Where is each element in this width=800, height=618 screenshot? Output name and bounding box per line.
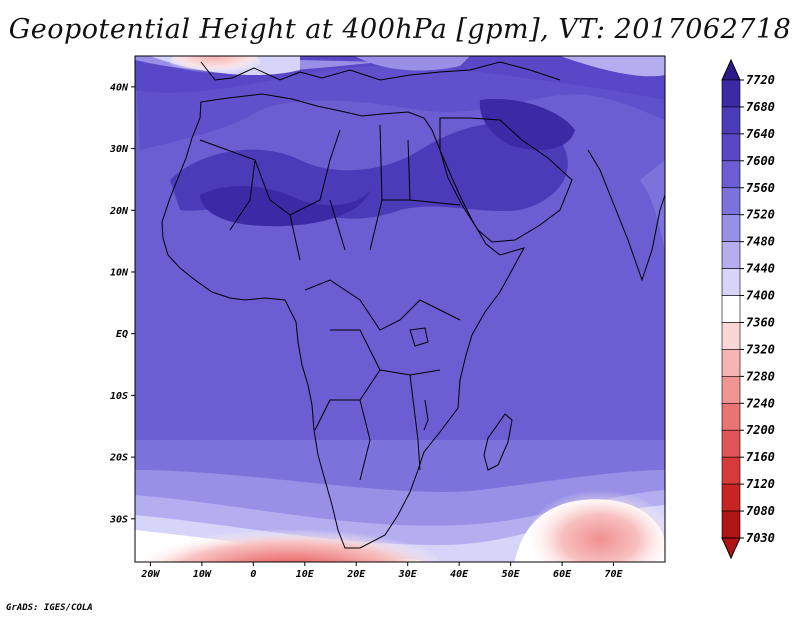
- credit-text: GrADS: IGES/COLA: [6, 603, 93, 613]
- colorbar-label: 7720: [746, 73, 775, 87]
- x-tick-label: 50E: [502, 569, 521, 580]
- y-tick-label: 30N: [109, 144, 129, 155]
- colorbar-label: 7280: [746, 369, 775, 383]
- colorbar-segment: [721, 268, 741, 296]
- y-tick-label: 10S: [110, 391, 128, 402]
- colorbar-label: 7560: [746, 181, 775, 195]
- y-tick-label: 20S: [109, 453, 128, 464]
- colorbar-label: 7120: [746, 477, 775, 491]
- colorbar-segment: [721, 160, 741, 189]
- colorbar-segment: [721, 133, 741, 162]
- madagascar: [483, 413, 513, 471]
- map-title: Geopotential Height at 400hPa [gpm], VT:…: [8, 14, 792, 45]
- colorbar-segment: [721, 429, 741, 458]
- colorbar-segment: [721, 483, 741, 512]
- x-tick-label: 20E: [346, 569, 366, 580]
- x-tick-label: 20W: [140, 569, 160, 580]
- coastlines: [161, 61, 665, 549]
- colorbar-label: 7600: [746, 154, 775, 168]
- colorbar-segment: [721, 241, 741, 269]
- arabian-peninsula: [439, 117, 573, 243]
- colorbar: 7720 7680 7640 7600 7560 7520 7480 7440 7400 7360…: [721, 58, 775, 560]
- colorbar-label: 7520: [746, 208, 775, 222]
- colorbar-segment: [721, 322, 741, 350]
- x-tick-label: 30E: [398, 569, 418, 580]
- y-tick-label: 40N: [110, 82, 129, 93]
- colorbar-segment: [721, 187, 741, 216]
- africa-coastline: [161, 93, 526, 549]
- map-frame: [134, 55, 666, 563]
- colorbar-label: 7480: [746, 235, 775, 249]
- india-coast: [587, 149, 665, 282]
- colorbar-segment: [721, 510, 741, 539]
- colorbar-label: 7360: [746, 315, 775, 329]
- lake-nyasa: [423, 399, 429, 431]
- colorbar-segment: [721, 106, 741, 135]
- x-tick-label: 40E: [450, 569, 469, 580]
- colorbar-label: 7200: [746, 423, 775, 437]
- colorbar-segment: [721, 79, 741, 108]
- colorbar-label: 7640: [746, 127, 775, 141]
- colorbar-segment: [721, 295, 741, 323]
- colorbar-label: 7240: [746, 396, 775, 410]
- colorbar-segment: [721, 349, 741, 377]
- colorbar-label: 7320: [746, 342, 775, 356]
- colorbar-label: 7160: [746, 450, 775, 464]
- x-axis: 20W 10W 0 10E 20E 30E 40E 50E 60E 70E: [140, 562, 624, 580]
- colorbar-label: 7030: [746, 531, 775, 545]
- x-tick-label: 10W: [193, 569, 212, 580]
- y-tick-label: 30S: [109, 514, 128, 525]
- y-tick-label: 20N: [109, 206, 129, 217]
- borders-west: [199, 124, 461, 261]
- x-tick-label: 60E: [553, 569, 572, 580]
- y-axis: 40N 30N 20N 10N EQ 10S 20S 30S: [109, 82, 135, 525]
- x-tick-label: 70E: [605, 569, 624, 580]
- colorbar-label: 7680: [746, 100, 775, 114]
- borders-central: [304, 279, 461, 481]
- colorbar-segment: [721, 376, 741, 404]
- colorbar-min-arrow: [721, 537, 741, 560]
- colorbar-segment: [721, 402, 741, 431]
- height-field: [135, 56, 665, 562]
- y-tick-label: EQ: [116, 329, 128, 340]
- colorbar-label: 7440: [746, 262, 775, 276]
- europe-coast: [200, 61, 561, 81]
- colorbar-segment: [721, 214, 741, 242]
- lake-victoria: [409, 327, 429, 347]
- colorbar-label: 7400: [746, 289, 775, 303]
- y-tick-label: 10N: [110, 267, 129, 278]
- colorbar-max-arrow: [721, 58, 741, 81]
- colorbar-label: 7080: [746, 504, 775, 518]
- colorbar-segment: [721, 456, 741, 485]
- x-tick-label: 10E: [296, 569, 315, 580]
- x-tick-label: 0: [250, 569, 256, 580]
